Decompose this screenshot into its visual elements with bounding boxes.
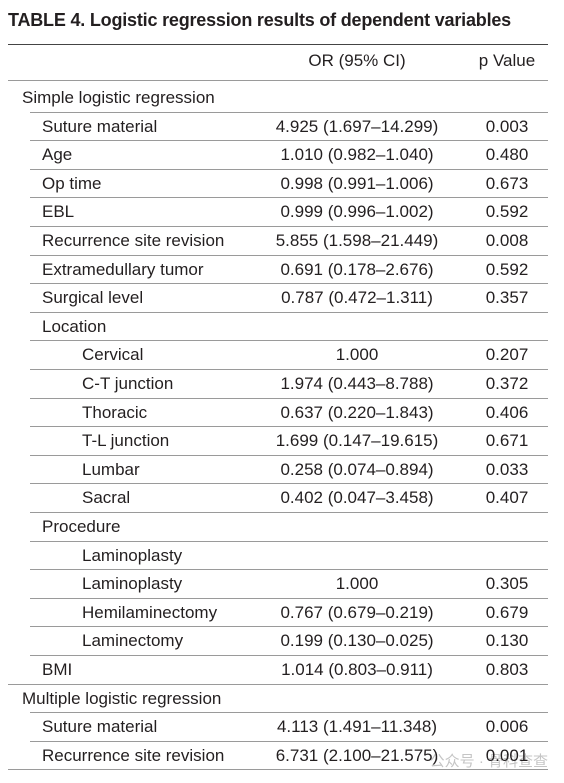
row-rule (30, 168, 548, 170)
odds-ratio: 1.699 (0.147–19.615) (275, 431, 439, 451)
row-label: Laminoplasty (82, 545, 183, 565)
p-value: 0.407 (485, 488, 529, 508)
section-title: Simple logistic regression (22, 88, 215, 107)
odds-ratio: 0.767 (0.679–0.219) (280, 602, 434, 622)
odds-ratio: 0.998 (0.991–1.006) (280, 173, 434, 193)
row-rule (30, 369, 548, 370)
row-rule (8, 769, 548, 771)
header-cell: OR (95% CI) (308, 51, 406, 70)
row-rule (30, 569, 548, 571)
p-value: 0.003 (485, 116, 529, 136)
row-label: Sacral (82, 488, 131, 508)
p-value: 0.679 (485, 602, 529, 622)
row-label: Location (42, 316, 107, 336)
odds-ratio: 6.731 (2.100–21.575) (275, 745, 439, 765)
row-label: Cervical (82, 345, 144, 365)
row-rule (30, 540, 548, 542)
row-label: Thoracic (82, 402, 148, 422)
p-value: 0.480 (485, 145, 529, 165)
odds-ratio: 4.925 (1.697–14.299) (275, 116, 439, 136)
row-rule (30, 712, 548, 714)
row-label: Recurrence site revision (42, 745, 225, 765)
row-rule (30, 454, 548, 456)
row-label: BMI (42, 660, 73, 679)
table-title: TABLE 4. Logistic regression results of … (8, 10, 511, 30)
row-label: Extramedullary tumor (42, 259, 204, 279)
p-value: 0.001 (485, 745, 529, 765)
row-label: Procedure (42, 517, 121, 536)
row-rule (30, 311, 548, 313)
odds-ratio: 0.258 (0.074–0.894) (280, 459, 434, 479)
p-value: 0.671 (485, 431, 529, 451)
row-rule (30, 254, 548, 256)
row-label: EBL (42, 202, 75, 222)
row-rule (30, 283, 548, 285)
row-rule (30, 426, 548, 428)
row-label: Age (42, 145, 73, 165)
row-rule (30, 626, 548, 628)
odds-ratio: 1.014 (0.803–0.911) (281, 660, 433, 679)
odds-ratio: 0.402 (0.047–3.458) (280, 488, 434, 508)
row-rule (30, 226, 548, 227)
row-label: Suture material (42, 717, 158, 737)
row-label: C-T junction (82, 374, 174, 393)
odds-ratio: 1.974 (0.443–8.788) (280, 374, 434, 393)
row-rule (30, 197, 548, 199)
odds-ratio: 0.637 (0.220–1.843) (280, 402, 434, 422)
row-rule (30, 597, 548, 599)
p-value: 0.592 (485, 259, 529, 279)
p-value: 0.357 (485, 288, 529, 308)
row-rule (30, 483, 548, 485)
row-rule (30, 512, 548, 513)
row-rule (30, 140, 548, 142)
odds-ratio: 0.691 (0.178–2.676) (280, 259, 434, 279)
p-value: 0.592 (485, 202, 529, 222)
p-value: 0.033 (485, 459, 529, 479)
p-value: 0.305 (485, 574, 529, 594)
p-value: 0.008 (485, 231, 529, 250)
section-title: Multiple logistic regression (22, 688, 222, 708)
odds-ratio: 0.199 (0.130–0.025) (280, 631, 434, 651)
row-label: Hemilaminectomy (82, 602, 218, 622)
odds-ratio: 1.000 (335, 345, 379, 365)
row-label: Surgical level (42, 288, 144, 308)
row-rule (30, 740, 548, 742)
row-label: Op time (42, 173, 102, 193)
odds-ratio: 0.999 (0.996–1.002) (280, 202, 434, 222)
p-value: 0.803 (485, 660, 529, 679)
odds-ratio: 4.113 (1.491–11.348) (276, 717, 438, 737)
p-value: 0.006 (485, 717, 529, 737)
row-label: Recurrence site revision (42, 231, 225, 250)
row-label: Lumbar (82, 459, 140, 479)
row-rule (30, 111, 548, 113)
p-value: 0.372 (485, 374, 529, 393)
row-label: Laminectomy (82, 631, 184, 651)
row-label: Laminoplasty (82, 574, 183, 594)
row-rule (30, 340, 548, 342)
odds-ratio: 0.787 (0.472–1.311) (281, 288, 433, 308)
top-rule (8, 44, 548, 45)
p-value: 0.130 (485, 631, 529, 651)
header-rule (8, 80, 548, 81)
row-rule (8, 683, 548, 685)
odds-ratio: 1.000 (335, 574, 379, 594)
row-label: T-L junction (82, 431, 170, 451)
p-value: 0.207 (485, 345, 529, 365)
row-rule (30, 655, 548, 656)
row-label: Suture material (42, 116, 158, 136)
p-value: 0.673 (485, 173, 529, 193)
odds-ratio: 5.855 (1.598–21.449) (275, 231, 439, 250)
row-rule (30, 397, 548, 399)
odds-ratio: 1.010 (0.982–1.040) (280, 145, 434, 165)
p-value: 0.406 (485, 402, 529, 422)
watermark: 公众号 · 骨科查查 (429, 753, 548, 770)
header-cell: p Value (478, 51, 536, 70)
